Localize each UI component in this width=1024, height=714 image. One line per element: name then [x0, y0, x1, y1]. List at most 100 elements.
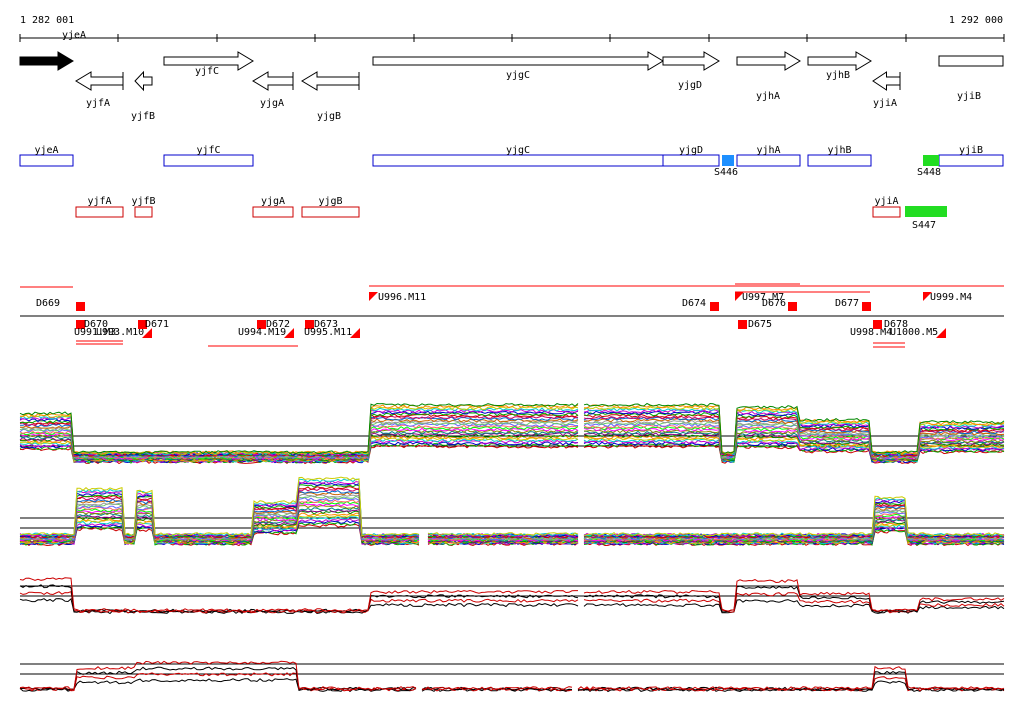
transcript-D677[interactable]: D677 — [835, 298, 871, 311]
transcript-D678[interactable]: D678 — [873, 319, 908, 330]
transcript-D673[interactable]: D673 — [305, 319, 338, 330]
transcript-D674[interactable]: D674 — [682, 298, 719, 311]
gene-arrow-yjiB[interactable]: yjiB — [938, 55, 1004, 102]
gene-box-yjgB[interactable]: yjgB — [301, 196, 360, 218]
feature-S448[interactable]: S448 — [917, 155, 941, 178]
feature-label: S448 — [917, 167, 941, 178]
transcript-D670[interactable]: D670 — [76, 319, 108, 330]
feature-S447[interactable]: S447 — [905, 206, 947, 231]
transcript-label: U999.M4 — [930, 292, 972, 303]
transcript-U999.M4[interactable]: U999.M4 — [923, 292, 972, 303]
gene-box-yjfC[interactable]: yjfC — [163, 145, 254, 167]
gene-box-label: yjgA — [261, 196, 285, 207]
gene-box-label: yjiA — [874, 196, 898, 207]
gene-arrow-yjfA[interactable]: yjfA — [75, 71, 124, 109]
gene-box-label: yjfC — [196, 145, 220, 156]
gene-arrow-label: yjgD — [678, 80, 702, 91]
transcript-label: D673 — [314, 319, 338, 330]
transcript-label: U1000.M5 — [890, 327, 938, 338]
gene-arrow-label: yjeA — [62, 30, 86, 41]
transcript-label: U997.M7 — [742, 292, 784, 303]
transcript-U995.M11[interactable]: U995.M11 — [304, 327, 360, 338]
transcript-D672[interactable]: D672 — [257, 319, 290, 330]
transcript-label: U994.M19 — [238, 327, 286, 338]
expression-track-4 — [19, 660, 1005, 693]
feature-label: S446 — [714, 167, 738, 178]
gene-box-yjhB[interactable]: yjhB — [807, 145, 872, 167]
gene-arrow-label: yjhA — [756, 91, 780, 102]
transcript-label: D671 — [145, 319, 169, 330]
transcript-U991.M3[interactable]: U991.M3 — [74, 327, 116, 338]
gene-arrow-yjiA[interactable]: yjiA — [872, 71, 901, 109]
gene-box-label: yjfA — [87, 196, 111, 207]
gene-box-label: yjeA — [34, 145, 58, 156]
transcript-label: D672 — [266, 319, 290, 330]
expression-track-3 — [19, 577, 1005, 615]
gene-arrow-label: yjfC — [195, 66, 219, 77]
gene-arrow-yjeA[interactable]: yjeA — [19, 30, 86, 71]
transcript-label: D677 — [835, 298, 859, 309]
expression-tracks — [19, 402, 1005, 693]
transcript-D675[interactable]: D675 — [738, 319, 772, 330]
gene-box-yjfB[interactable]: yjfB — [131, 196, 156, 218]
gene-arrow-label: yjiA — [873, 98, 897, 109]
transcript-D669[interactable]: D669 — [36, 298, 85, 311]
gene-box-yjfA[interactable]: yjfA — [75, 196, 124, 218]
transcript-U997.M7[interactable]: U997.M7 — [735, 292, 784, 303]
transcript-U1000.M5[interactable]: U1000.M5 — [890, 327, 946, 338]
transcript-label: U996.M11 — [378, 292, 426, 303]
transcript-U993.M10[interactable]: U993.M10 — [96, 327, 152, 338]
gene-box-label: yjgD — [679, 145, 703, 156]
transcript-U996.M11[interactable]: U996.M11 — [369, 292, 426, 303]
transcript-D676[interactable]: D676 — [762, 298, 797, 311]
gene-arrow-label: yjfB — [131, 111, 155, 122]
transcript-U998.M4[interactable]: U998.M4 — [850, 327, 892, 338]
gene-arrow-yjfB[interactable]: yjfB — [131, 70, 155, 122]
gene-arrow-yjhB[interactable]: yjhB — [807, 51, 872, 81]
gene-arrow-label: yjgB — [317, 111, 341, 122]
transcript-label: U993.M10 — [96, 327, 144, 338]
gene-box-label: yjgC — [506, 145, 530, 156]
transcript-label: U991.M3 — [74, 327, 116, 338]
gene-box-yjiB[interactable]: yjiB — [938, 145, 1004, 167]
gene-box-label: yjiB — [959, 145, 983, 156]
expression-track-2 — [19, 476, 1005, 547]
transcript-label: D674 — [682, 298, 706, 309]
gene-arrow-yjgD[interactable]: yjgD — [662, 51, 720, 91]
gene-arrow-yjhA[interactable]: yjhA — [736, 51, 801, 102]
transcript-label: D676 — [762, 298, 786, 309]
gene-arrow-label: yjiB — [957, 91, 981, 102]
transcript-label: U998.M4 — [850, 327, 892, 338]
gene-arrow-yjgC[interactable]: yjgC — [372, 51, 664, 81]
gene-arrow-yjgB[interactable]: yjgB — [301, 71, 360, 122]
ruler-ticks — [19, 34, 1005, 42]
feature-S446[interactable]: S446 — [714, 155, 738, 178]
gene-box-yjgA[interactable]: yjgA — [252, 196, 294, 218]
gene-arrow-label: yjgA — [260, 98, 284, 109]
gene-box-yjiA[interactable]: yjiA — [872, 196, 901, 218]
transcript-label: D678 — [884, 319, 908, 330]
ruler-end-label: 1 292 000 — [949, 15, 1003, 26]
ruler-start-label: 1 282 001 — [20, 15, 74, 26]
transcript-D671[interactable]: D671 — [138, 319, 169, 330]
coordinate-ruler: 1 282 001 1 292 000 — [19, 15, 1005, 42]
transcript-label: D669 — [36, 298, 60, 309]
transcript-label: U995.M11 — [304, 327, 352, 338]
gene-arrow-yjfC[interactable]: yjfC — [163, 51, 254, 77]
gene-box-yjeA[interactable]: yjeA — [19, 145, 74, 167]
expression-track-1 — [19, 402, 1005, 465]
feature-label: S447 — [912, 220, 936, 231]
gene-box-yjgC[interactable]: yjgC — [372, 145, 664, 167]
gene-arrow-track: yjeA yjfA yjfB yjfC yjgA yjgB yjgC yjgD yjhA yjhB… — [19, 30, 1004, 122]
gene-box-yjhA[interactable]: yjhA — [736, 145, 801, 167]
gene-arrow-yjgA[interactable]: yjgA — [252, 71, 294, 109]
gene-box-yjgD[interactable]: yjgD — [662, 145, 720, 167]
gene-box-label: yjgB — [318, 196, 342, 207]
gene-box-label: yjhB — [827, 145, 851, 156]
gene-box-track: yjeA yjfC yjgC yjgD yjhA yjhB yjiB yjfA yjfB yjgA… — [19, 145, 1004, 218]
transcript-U994.M19[interactable]: U994.M19 — [238, 327, 294, 338]
feature-track: S446 S448 S447 — [714, 155, 947, 231]
gene-box-label: yjhA — [756, 145, 780, 156]
